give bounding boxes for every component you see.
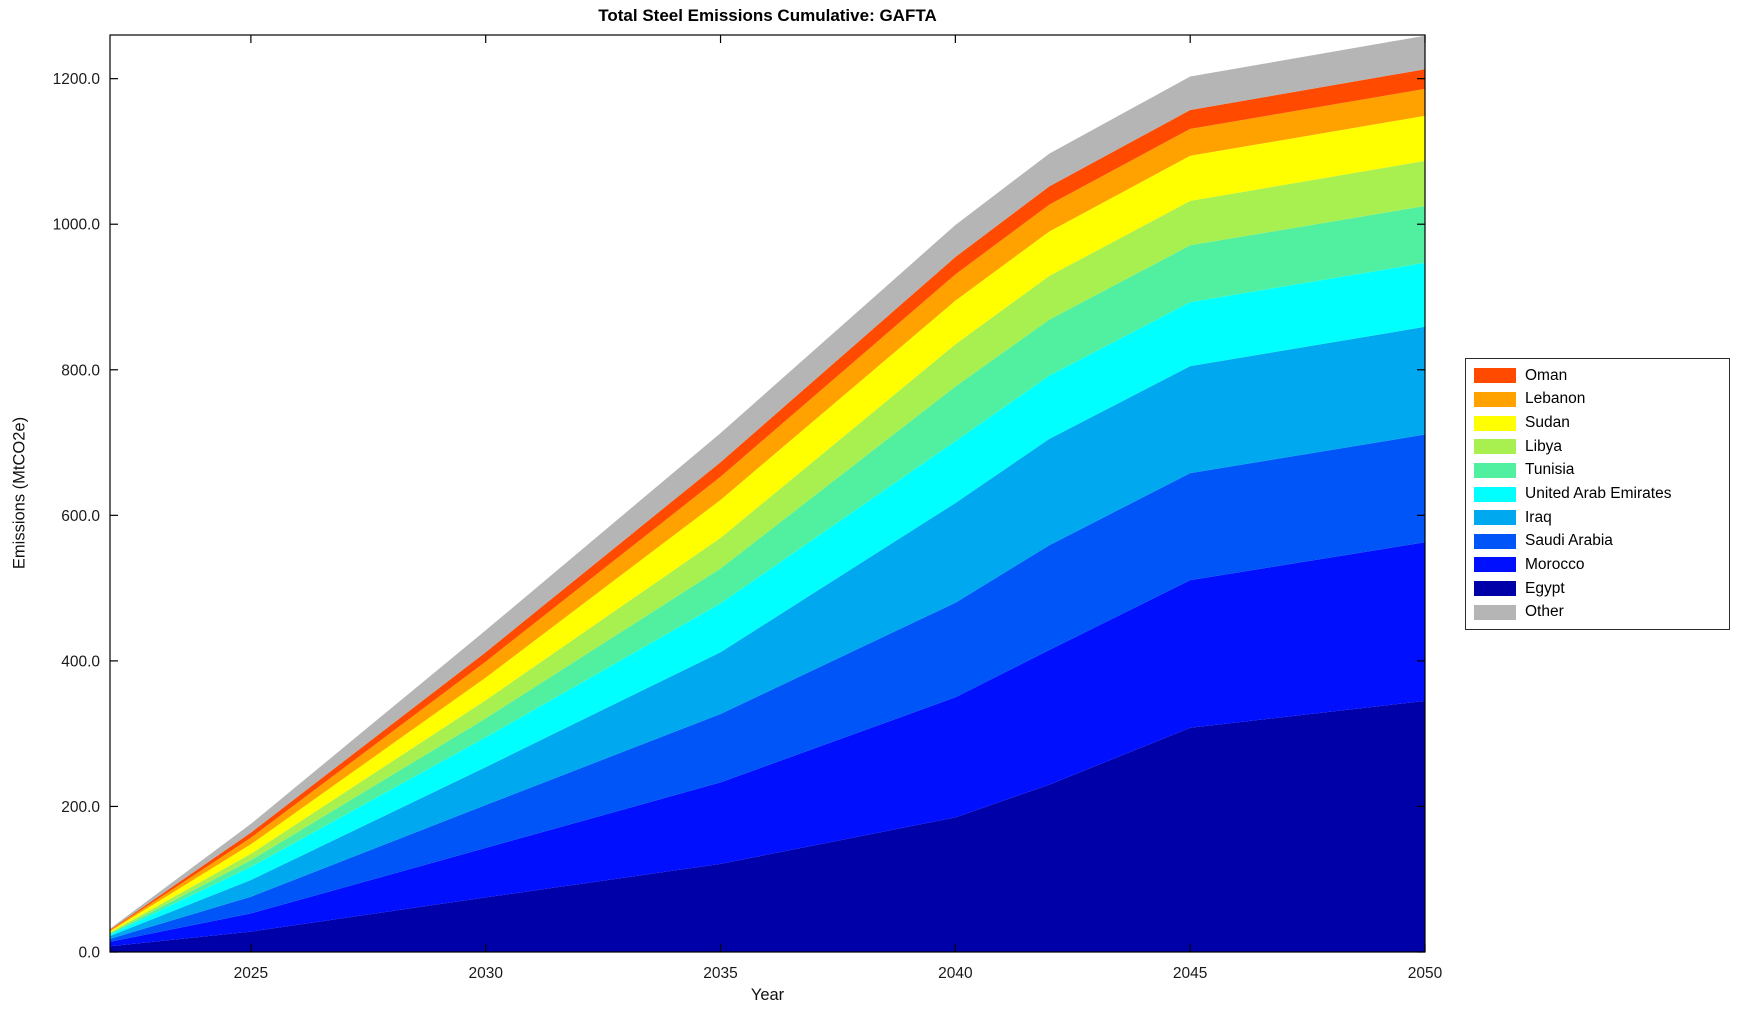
- legend-swatch-other: [1474, 604, 1516, 620]
- y-tick-label: 800.0: [61, 362, 100, 379]
- area-iraq: [110, 326, 1425, 939]
- legend-item-tunisia: Tunisia: [1474, 459, 1721, 483]
- area-united-arab-emirates: [110, 262, 1425, 936]
- legend-item-oman: Oman: [1474, 364, 1721, 388]
- y-tick-label: 600.0: [61, 508, 100, 525]
- legend-label-united-arab-emirates: United Arab Emirates: [1525, 485, 1672, 503]
- area-saudi-arabia: [110, 434, 1425, 942]
- legend-swatch-tunisia: [1474, 462, 1516, 478]
- legend-label-oman: Oman: [1525, 366, 1568, 384]
- legend-label-other: Other: [1525, 603, 1564, 621]
- legend-item-libya: Libya: [1474, 435, 1721, 459]
- legend-swatch-united-arab-emirates: [1474, 486, 1516, 502]
- area-tunisia: [110, 206, 1425, 935]
- legend-item-united-arab-emirates: United Arab Emirates: [1474, 482, 1721, 506]
- chart-title: Total Steel Emissions Cumulative: GAFTA: [598, 6, 937, 25]
- area-egypt: [110, 700, 1425, 952]
- x-tick-label: 2050: [1408, 965, 1443, 982]
- legend-item-morocco: Morocco: [1474, 553, 1721, 577]
- legend-label-iraq: Iraq: [1525, 508, 1552, 526]
- plot-border: [109, 34, 1426, 953]
- area-libya: [110, 160, 1425, 934]
- legend-swatch-lebanon: [1474, 391, 1516, 407]
- legend-item-lebanon: Lebanon: [1474, 388, 1721, 412]
- legend-swatch-saudi-arabia: [1474, 533, 1516, 549]
- legend-item-sudan: Sudan: [1474, 411, 1721, 435]
- area-lebanon: [110, 88, 1425, 932]
- legend-label-libya: Libya: [1525, 437, 1563, 455]
- legend-label-morocco: Morocco: [1525, 555, 1585, 573]
- y-tick-label: 1000.0: [53, 217, 101, 234]
- legend-label-saudi-arabia: Saudi Arabia: [1525, 532, 1613, 550]
- legend-swatch-oman: [1474, 368, 1516, 384]
- x-tick-label: 2045: [1173, 965, 1207, 982]
- legend-swatch-sudan: [1474, 415, 1516, 431]
- legend-swatch-egypt: [1474, 581, 1516, 597]
- x-tick-label: 2030: [468, 965, 503, 982]
- y-tick-label: 0.0: [78, 945, 100, 962]
- legend-item-other: Other: [1474, 600, 1721, 624]
- legend-label-sudan: Sudan: [1525, 414, 1570, 432]
- legend-item-saudi-arabia: Saudi Arabia: [1474, 529, 1721, 553]
- area-morocco: [110, 542, 1425, 947]
- legend-label-lebanon: Lebanon: [1525, 390, 1586, 408]
- y-axis-label: Emissions (MtCO2e): [10, 416, 29, 570]
- x-tick-label: 2025: [234, 965, 268, 982]
- y-tick-label: 200.0: [61, 799, 100, 816]
- y-tick-label: 1200.0: [53, 71, 101, 88]
- legend-label-tunisia: Tunisia: [1525, 461, 1575, 479]
- legend-swatch-iraq: [1474, 510, 1516, 526]
- area-sudan: [110, 115, 1425, 933]
- legend-label-egypt: Egypt: [1525, 579, 1565, 597]
- legend-box: Oman Lebanon Sudan Libya Tunisia United Arab …: [1465, 358, 1730, 630]
- legend-swatch-morocco: [1474, 557, 1516, 573]
- legend-swatch-libya: [1474, 439, 1516, 455]
- y-tick-label: 400.0: [61, 653, 100, 670]
- x-tick-label: 2040: [938, 965, 973, 982]
- legend-item-iraq: Iraq: [1474, 506, 1721, 530]
- legend-item-egypt: Egypt: [1474, 577, 1721, 601]
- x-tick-label: 2035: [703, 965, 737, 982]
- x-axis-label: Year: [750, 986, 785, 1004]
